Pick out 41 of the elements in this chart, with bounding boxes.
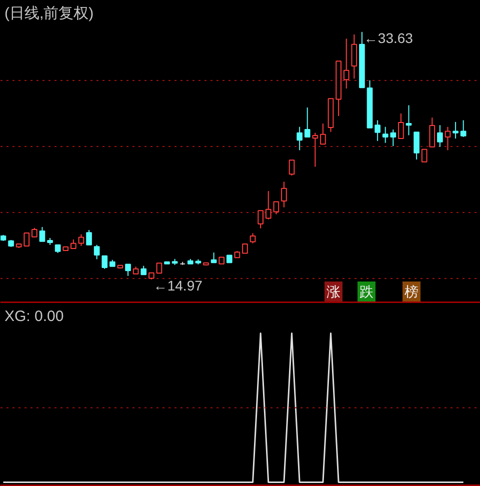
candlestick — [273, 201, 280, 215]
annotation: 涨 — [326, 284, 340, 300]
candlestick — [429, 117, 436, 148]
candlestick — [398, 112, 404, 140]
candlestick — [374, 120, 380, 142]
candlestick — [343, 38, 350, 90]
candlestick — [444, 126, 451, 151]
annotation: ←33.63 — [364, 30, 414, 46]
annotation: ←14.97 — [153, 277, 203, 294]
candlestick — [242, 243, 248, 254]
candlestick — [94, 244, 100, 260]
candlestick — [24, 232, 30, 246]
candlestick — [452, 121, 458, 140]
candlestick — [86, 230, 92, 246]
candlestick — [102, 255, 108, 270]
candlestick — [406, 104, 412, 136]
candlestick — [250, 232, 256, 244]
candlestick — [288, 160, 295, 176]
candlestick — [78, 234, 84, 246]
candlestick — [281, 181, 287, 208]
candlestick — [312, 132, 318, 168]
annotation: 榜 — [404, 284, 418, 300]
candlestick — [210, 252, 217, 264]
candlestick — [258, 210, 264, 229]
candlestick — [320, 123, 326, 145]
candlestick — [351, 34, 358, 80]
candlestick — [304, 107, 310, 138]
candlestick — [125, 264, 131, 276]
candlestick — [39, 226, 46, 242]
annotation: 跌 — [360, 284, 374, 300]
candlestick — [32, 227, 38, 238]
candlestick — [421, 148, 428, 162]
candlestick — [265, 190, 272, 220]
candlestick — [460, 120, 466, 138]
candlestick — [70, 238, 76, 249]
chart-title: XG: 0.00 — [4, 308, 64, 325]
candlestick — [296, 126, 302, 151]
candlestick — [156, 262, 162, 274]
candlestick — [414, 132, 420, 160]
chart-title: (日线,前复权) — [4, 5, 94, 22]
candlestick — [437, 124, 443, 148]
